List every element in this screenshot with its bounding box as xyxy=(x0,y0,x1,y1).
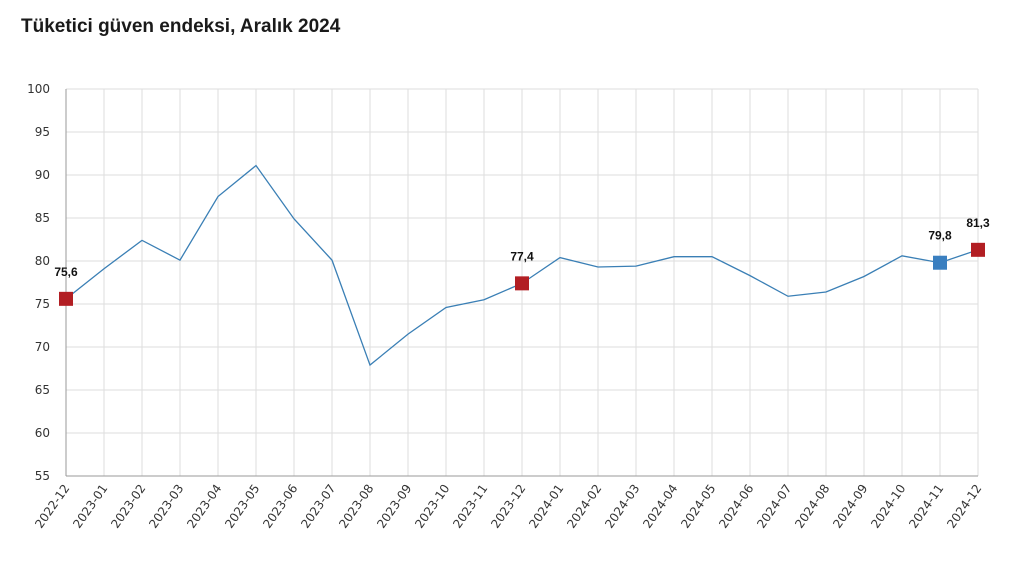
highlight-marker xyxy=(515,276,529,291)
y-axis-ticks: 55 60 65 70 75 80 85 90 95 100 xyxy=(27,82,50,483)
x-tick-label: 2023-12 xyxy=(488,482,528,531)
x-tick-label: 2024-11 xyxy=(906,482,946,531)
x-tick-label: 2024-08 xyxy=(792,482,832,531)
x-tick-label: 2023-01 xyxy=(70,482,110,531)
y-tick-label: 70 xyxy=(35,340,50,354)
x-tick-label: 2024-01 xyxy=(526,482,566,531)
x-tick-label: 2023-05 xyxy=(222,482,262,531)
x-tick-label: 2024-02 xyxy=(564,482,604,531)
highlight-marker xyxy=(59,291,73,306)
x-tick-label: 2024-04 xyxy=(640,482,680,531)
x-tick-label: 2024-10 xyxy=(868,482,908,531)
x-tick-label: 2023-04 xyxy=(184,482,224,531)
x-tick-label: 2023-11 xyxy=(450,482,490,531)
x-tick-label: 2023-07 xyxy=(298,482,338,531)
grid-lines xyxy=(65,88,979,477)
y-tick-label: 65 xyxy=(35,383,50,397)
data-label: 77,4 xyxy=(510,249,534,263)
x-tick-label: 2024-12 xyxy=(944,482,984,531)
x-tick-label: 2024-05 xyxy=(678,482,718,531)
y-tick-label: 75 xyxy=(35,297,50,311)
x-tick-label: 2023-03 xyxy=(146,482,186,531)
y-tick-label: 95 xyxy=(35,125,50,139)
x-tick-label: 2024-07 xyxy=(754,482,794,531)
x-tick-label: 2023-10 xyxy=(412,482,452,531)
y-tick-label: 90 xyxy=(35,168,50,182)
x-tick-label: 2023-08 xyxy=(336,482,376,531)
highlight-marker xyxy=(971,242,985,257)
data-label: 75,6 xyxy=(54,265,78,279)
data-label: 79,8 xyxy=(928,229,952,243)
highlight-marker xyxy=(933,255,947,270)
data-label: 81,3 xyxy=(966,216,990,230)
chart-title: Tüketici güven endeksi, Aralık 2024 xyxy=(21,16,341,37)
y-tick-label: 80 xyxy=(35,254,50,268)
x-tick-label: 2024-03 xyxy=(602,482,642,531)
x-tick-label: 2023-06 xyxy=(260,482,300,531)
x-tick-label: 2024-06 xyxy=(716,482,756,531)
x-tick-label: 2022-12 xyxy=(32,482,72,531)
x-axis-ticks: 2022-122023-012023-022023-032023-042023-… xyxy=(32,482,984,531)
y-tick-label: 60 xyxy=(35,426,50,440)
y-tick-label: 55 xyxy=(35,469,50,483)
y-tick-label: 85 xyxy=(35,211,50,225)
y-tick-label: 100 xyxy=(27,82,50,96)
x-tick-label: 2024-09 xyxy=(830,482,870,531)
highlight-markers: 75,6 77,4 79,8 81,3 xyxy=(54,216,990,306)
x-tick-label: 2023-02 xyxy=(108,482,148,531)
x-tick-label: 2023-09 xyxy=(374,482,414,531)
